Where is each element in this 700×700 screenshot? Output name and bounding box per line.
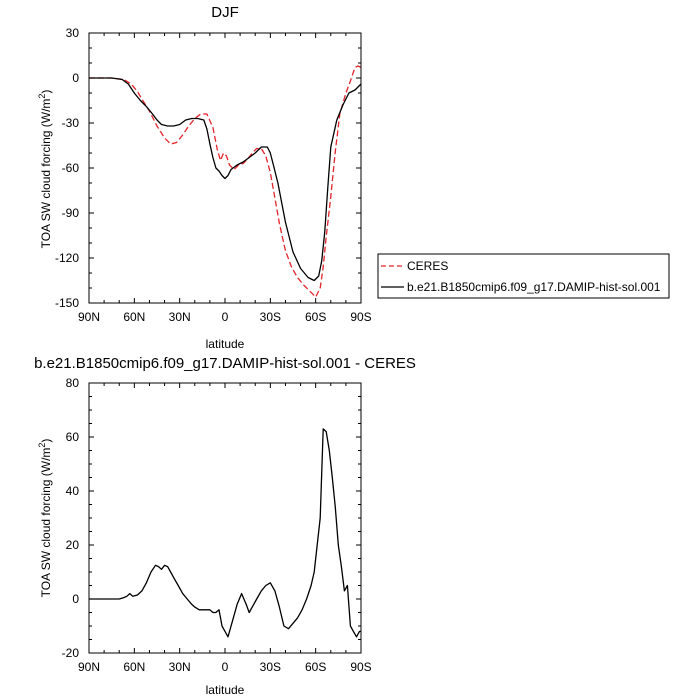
bottom-chart-xlabel: latitude: [206, 683, 245, 697]
top-chart-title: DJF: [211, 4, 239, 21]
top-chart-panel: DJF TOA SW cloud forcing (W/m2) latitude…: [37, 4, 372, 351]
bottom-chart-panel: b.e21.B1850cmip6.f09_g17.DAMIP-hist-sol.…: [34, 355, 416, 697]
top-ytick-label: -60: [62, 161, 80, 175]
top-xtick-label: 90N: [78, 310, 100, 324]
bottom-ytick-label: 80: [66, 376, 80, 390]
bottom-xtick-label: 30N: [169, 660, 191, 674]
top-xtick-label: 90S: [350, 310, 371, 324]
top-ytick-label: 0: [72, 71, 79, 85]
bottom-xtick-label: 0: [222, 660, 229, 674]
bottom-chart-ylabel: TOA SW cloud forcing (W/m2): [37, 439, 53, 598]
bottom-xtick-label: 30S: [260, 660, 281, 674]
legend: CERES b.e21.B1850cmip6.f09_g17.DAMIP-his…: [377, 253, 670, 299]
bottom-chart-title: b.e21.B1850cmip6.f09_g17.DAMIP-hist-sol.…: [34, 355, 416, 372]
bottom-ytick-label: 40: [66, 484, 80, 498]
top-ytick-label: -90: [62, 206, 80, 220]
top-ytick-label: -120: [55, 251, 79, 265]
top-xtick-label: 30S: [260, 310, 281, 324]
bottom-ytick-label: 0: [72, 592, 79, 606]
top-ytick-label: -30: [62, 116, 80, 130]
top-xtick-label: 0: [222, 310, 229, 324]
bottom-xtick-label: 90S: [350, 660, 371, 674]
top-ytick-label: 30: [66, 26, 80, 40]
bottom-xtick-label: 60S: [305, 660, 326, 674]
top-chart-ylabel: TOA SW cloud forcing (W/m2): [37, 90, 53, 249]
legend-box: [377, 253, 670, 299]
bottom-ytick-label: -20: [62, 646, 80, 660]
top-chart-xlabel: latitude: [206, 337, 245, 351]
legend-label-ceres: CERES: [407, 259, 448, 273]
legend-label-model: b.e21.B1850cmip6.f09_g17.DAMIP-hist-sol.…: [407, 280, 661, 294]
top-xtick-label: 60N: [123, 310, 145, 324]
bottom-xtick-label: 90N: [78, 660, 100, 674]
top-series-line-1: [89, 77, 362, 282]
top-xtick-label: 60S: [305, 310, 326, 324]
bottom-chart-frame: [88, 382, 362, 654]
top-xtick-label: 30N: [169, 310, 191, 324]
top-series-line-0: [89, 65, 362, 298]
bottom-ytick-label: 60: [66, 430, 80, 444]
bottom-series-line-0: [89, 428, 361, 638]
top-chart-frame: [88, 32, 362, 304]
bottom-ytick-label: 20: [66, 538, 80, 552]
bottom-xtick-label: 60N: [123, 660, 145, 674]
top-ytick-label: -150: [55, 296, 79, 310]
